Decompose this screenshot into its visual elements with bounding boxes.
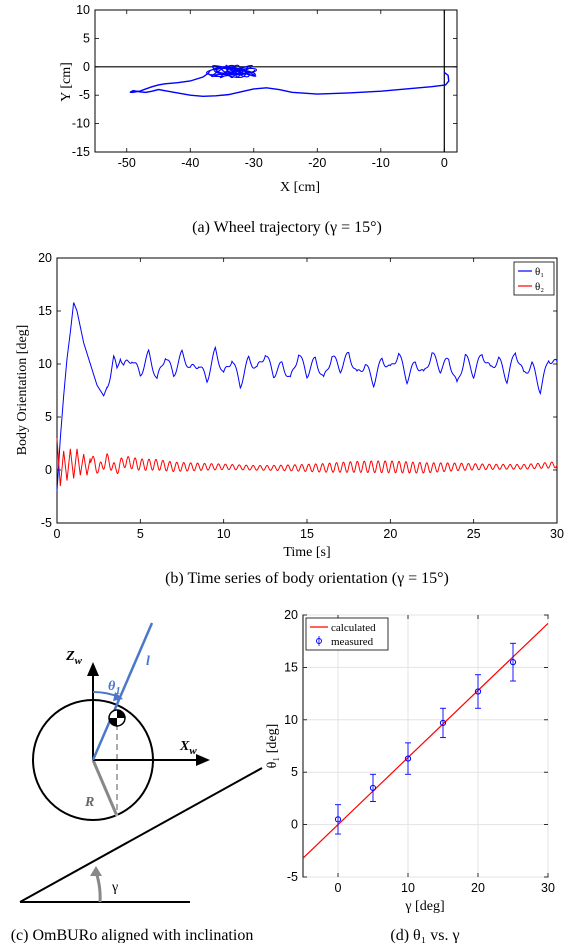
- chart-d-measured-point: [369, 784, 377, 792]
- chart-d-xtick-label: 30: [541, 881, 555, 895]
- chart-b-ytick-label: 0: [45, 463, 52, 477]
- diagram-c: γ R Zw Xw l θ1 (c) OmBURo aligned with i…: [11, 622, 263, 943]
- chart-d: 0 10 20 30 -5 0 5 10 15 20 θ₁ [deg] γ [deg] (d) θ…: [265, 608, 555, 943]
- z-axis-arrow: [87, 662, 99, 676]
- chart-d-ytick-label: 10: [284, 713, 298, 727]
- chart-a-xtick-label: -10: [372, 156, 390, 170]
- legend-theta2-label: θ₂: [535, 281, 544, 293]
- chart-a-ytick-label: 10: [76, 3, 90, 17]
- chart-a-caption: (a) Wheel trajectory (γ = 15°): [192, 219, 382, 236]
- chart-b-xtick-label: 20: [383, 527, 397, 541]
- chart-c-caption: (c) OmBURo aligned with inclination: [11, 927, 254, 943]
- chart-a-xlabel: X [cm]: [280, 180, 320, 195]
- chart-b-ytick-label: 5: [45, 410, 52, 424]
- chart-a-loop-cluster: [205, 64, 257, 79]
- chart-b-ylabel: Body Orientation [deg]: [15, 325, 30, 456]
- center-of-mass-icon: [108, 709, 126, 727]
- chart-b-legend: θ₁ θ₂: [513, 261, 555, 296]
- gamma-arrow: [90, 866, 102, 876]
- incline-line: [19, 767, 263, 903]
- chart-a-ylabel: Y [cm]: [59, 62, 74, 102]
- legend-calculated-label: calculated: [331, 622, 376, 634]
- chart-b-xtick-label: 25: [467, 527, 481, 541]
- body-line: [91, 622, 154, 761]
- chart-a-xtick-label: -20: [308, 156, 326, 170]
- chart-d-measured-point: [404, 755, 412, 762]
- chart-d-ytick-label: 5: [291, 765, 298, 779]
- radius-line: [91, 759, 119, 817]
- chart-a-plot-area: [94, 9, 458, 153]
- chart-a-xtick-label: -50: [118, 156, 136, 170]
- chart-d-xlabel: γ [deg]: [404, 899, 444, 914]
- chart-b-xtick-label: 5: [137, 527, 144, 541]
- chart-d-measured-point: [439, 719, 447, 727]
- legend-theta1-label: θ₁: [535, 266, 544, 278]
- chart-a-ytick-label: -10: [72, 117, 90, 131]
- gamma-arc: [94, 871, 102, 903]
- chart-b-xlabel: Time [s]: [283, 545, 330, 560]
- chart-d-ylabel: θ₁ [deg]: [265, 724, 280, 769]
- chart-d-measured-point: [474, 688, 482, 695]
- chart-b-ytick-label: 20: [38, 251, 52, 265]
- chart-b-ytick-label: -5: [41, 516, 52, 530]
- z-axis-label: Zw: [65, 649, 83, 667]
- chart-b-theta2-line: [56, 438, 558, 486]
- chart-b-xtick-label: 10: [217, 527, 231, 541]
- chart-d-ytick-label: 15: [284, 660, 298, 674]
- theta-arrow: [113, 692, 123, 701]
- chart-a-trajectory-line: [129, 71, 450, 98]
- chart-b-xtick-label: 30: [550, 527, 564, 541]
- legend-measured-label: measured: [331, 636, 374, 648]
- chart-d-ytick-label: 0: [291, 818, 298, 832]
- chart-d-calculated-line: [302, 622, 549, 859]
- chart-a-ytick-label: 5: [83, 31, 90, 45]
- chart-d-legend: calculated measured: [305, 617, 389, 651]
- chart-a-xtick-label: -30: [245, 156, 263, 170]
- chart-a-xtick-label: -40: [181, 156, 199, 170]
- chart-a-ytick-label: -15: [72, 145, 90, 159]
- chart-d-measured-point: [334, 816, 342, 823]
- chart-b-ytick-label: 10: [38, 357, 52, 371]
- x-axis-arrow: [196, 754, 210, 766]
- chart-d-caption: (d) θ₁ vs. γ: [390, 927, 459, 943]
- chart-d-xtick-label: 0: [335, 881, 342, 895]
- chart-b-plot-area: [56, 257, 558, 524]
- chart-d-measured-point: [509, 659, 517, 666]
- chart-d-xtick-label: 10: [401, 881, 415, 895]
- radius-label: R: [84, 795, 94, 810]
- chart-b-theta1-line: [56, 302, 558, 492]
- chart-a-ytick-label: 0: [83, 60, 90, 74]
- chart-a-xtick-label: 0: [441, 156, 448, 170]
- chart-b-ytick-label: 15: [38, 304, 52, 318]
- chart-b-caption: (b) Time series of body orientation (γ =…: [165, 570, 449, 587]
- body-length-label: l: [146, 654, 150, 669]
- chart-a-ytick-label: -5: [79, 88, 90, 102]
- chart-d-ytick-label: 20: [284, 608, 298, 622]
- chart-b-xtick-label: 15: [300, 527, 314, 541]
- theta-label: θ1: [108, 679, 121, 697]
- gamma-label: γ: [111, 880, 118, 895]
- chart-d-xtick-label: 20: [471, 881, 485, 895]
- chart-b-xtick-label: 0: [54, 527, 61, 541]
- chart-d-plot-area: [302, 614, 549, 878]
- chart-d-ytick-label: -5: [287, 870, 298, 884]
- x-axis-label: Xw: [179, 739, 197, 757]
